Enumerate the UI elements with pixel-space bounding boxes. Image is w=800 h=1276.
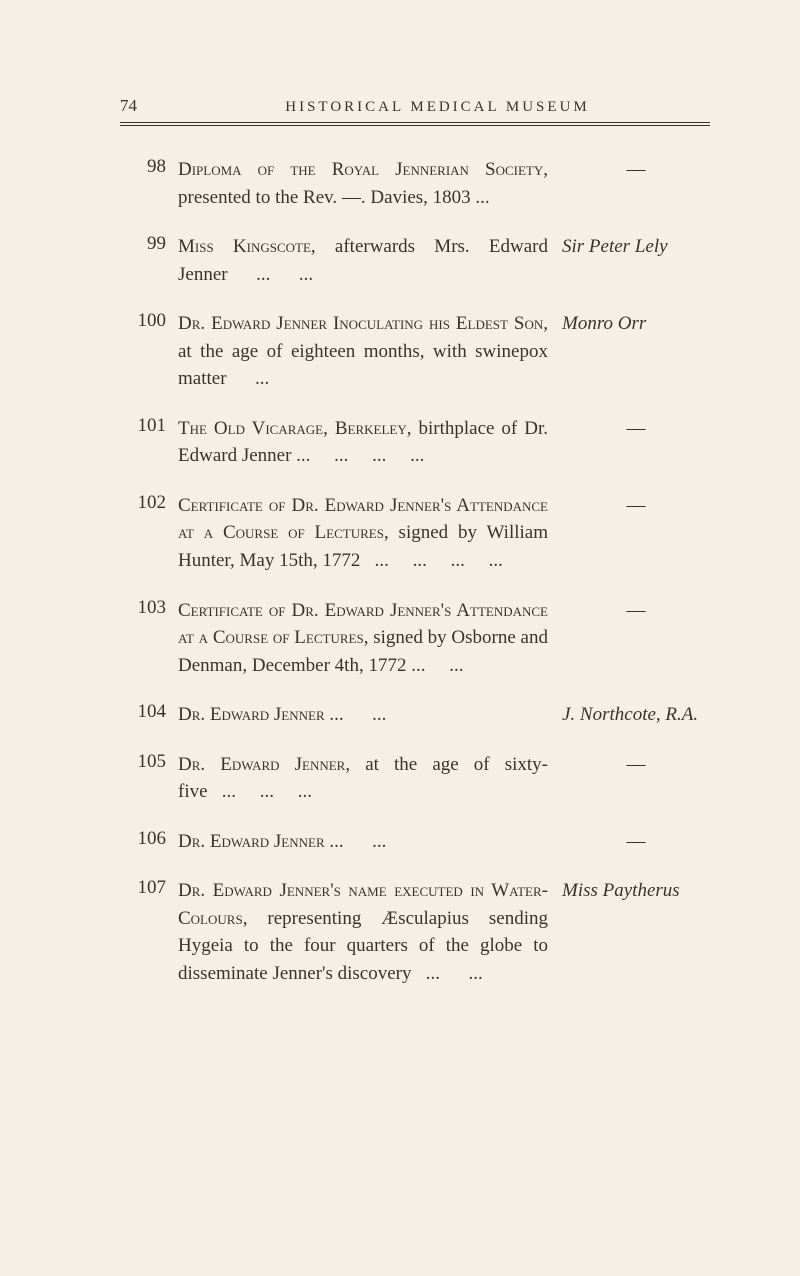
entry-attribution: Miss Paytherus xyxy=(548,877,710,905)
entry-number: 101 xyxy=(120,415,178,437)
entry-body: Diploma of the Royal Jennerian Society, … xyxy=(178,156,548,211)
entry-attribution: J. Northcote, R.A. xyxy=(548,701,710,729)
entry-body: Dr. Edward Jenner, at the age of sixty-f… xyxy=(178,751,548,806)
catalogue-entry: 106Dr. Edward Jenner ... ...— xyxy=(120,828,710,856)
entry-attribution: — xyxy=(548,492,710,520)
entry-body: Dr. Edward Jenner ... ... xyxy=(178,701,548,729)
catalogue-entry: 99Miss Kingscote, afterwards Mrs. Edward… xyxy=(120,233,710,288)
catalogue-entry: 105Dr. Edward Jenner, at the age of sixt… xyxy=(120,751,710,806)
rule-line xyxy=(120,125,710,126)
entry-attribution: — xyxy=(548,597,710,625)
entry-number: 103 xyxy=(120,597,178,619)
entry-number: 99 xyxy=(120,233,178,255)
running-head: HISTORICAL MEDICAL MUSEUM xyxy=(165,99,710,116)
catalogue-entry: 98Diploma of the Royal Jennerian Society… xyxy=(120,156,710,211)
header-rules xyxy=(120,122,710,126)
catalogue-entry: 103Certificate of Dr. Edward Jenner's At… xyxy=(120,597,710,680)
entry-number: 104 xyxy=(120,701,178,723)
catalogue-entry: 100Dr. Edward Jenner Inoculating his Eld… xyxy=(120,310,710,393)
page: 74 HISTORICAL MEDICAL MUSEUM 98Diploma o… xyxy=(0,0,800,1276)
entry-body: Dr. Edward Jenner's name executed in Wat… xyxy=(178,877,548,987)
page-number: 74 xyxy=(120,96,137,116)
rule-line xyxy=(120,122,710,123)
entry-attribution: — xyxy=(548,828,710,856)
entries-list: 98Diploma of the Royal Jennerian Society… xyxy=(120,156,710,988)
header-row: 74 HISTORICAL MEDICAL MUSEUM xyxy=(120,96,710,116)
entry-body: The Old Vicarage, Berkeley, birthplace o… xyxy=(178,415,548,470)
catalogue-entry: 104Dr. Edward Jenner ... ...J. Northcote… xyxy=(120,701,710,729)
catalogue-entry: 102Certificate of Dr. Edward Jenner's At… xyxy=(120,492,710,575)
entry-attribution: Sir Peter Lely xyxy=(548,233,710,261)
entry-attribution: — xyxy=(548,751,710,779)
entry-body: Certificate of Dr. Edward Jenner's Atten… xyxy=(178,492,548,575)
catalogue-entry: 107Dr. Edward Jenner's name executed in … xyxy=(120,877,710,987)
entry-attribution: Monro Orr xyxy=(548,310,710,338)
entry-body: Certificate of Dr. Edward Jenner's Atten… xyxy=(178,597,548,680)
catalogue-entry: 101The Old Vicarage, Berkeley, birthplac… xyxy=(120,415,710,470)
entry-body: Miss Kingscote, afterwards Mrs. Edward J… xyxy=(178,233,548,288)
entry-number: 98 xyxy=(120,156,178,178)
entry-number: 106 xyxy=(120,828,178,850)
entry-number: 102 xyxy=(120,492,178,514)
entry-number: 107 xyxy=(120,877,178,899)
entry-body: Dr. Edward Jenner ... ... xyxy=(178,828,548,856)
entry-attribution: — xyxy=(548,156,710,184)
entry-number: 105 xyxy=(120,751,178,773)
entry-attribution: — xyxy=(548,415,710,443)
entry-number: 100 xyxy=(120,310,178,332)
entry-body: Dr. Edward Jenner Inoculating his Eldest… xyxy=(178,310,548,393)
